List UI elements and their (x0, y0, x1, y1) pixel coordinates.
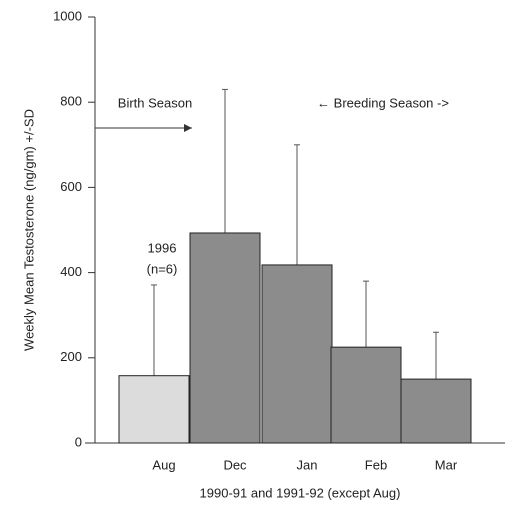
y-tick-label: 800 (60, 94, 82, 109)
y-tick-label: 200 (60, 349, 82, 364)
y-tick-label: 600 (60, 179, 82, 194)
annotation: (n=6) (147, 261, 178, 276)
bar (261, 264, 333, 444)
bar (118, 375, 190, 444)
y-axis-label: Weekly Mean Testosterone (ng/gm) +/-SD (21, 109, 36, 351)
x-tick-label: Mar (435, 457, 458, 472)
x-tick-label: Jan (297, 457, 318, 472)
y-tick-label: 1000 (53, 8, 82, 23)
annotation: 1996 (148, 240, 177, 255)
y-tick-label: 0 (75, 434, 82, 449)
x-tick-label: Dec (223, 457, 247, 472)
bar (400, 378, 472, 444)
x-axis-label: 1990-91 and 1991-92 (except Aug) (200, 485, 401, 500)
x-tick-label: Aug (152, 457, 175, 472)
arrowhead (184, 124, 192, 132)
bar (330, 346, 402, 444)
annotation: ← Breeding Season -> (317, 95, 449, 110)
x-tick-label: Feb (365, 457, 387, 472)
y-tick-label: 400 (60, 264, 82, 279)
bar (189, 232, 261, 444)
annotation: Birth Season (118, 95, 192, 110)
